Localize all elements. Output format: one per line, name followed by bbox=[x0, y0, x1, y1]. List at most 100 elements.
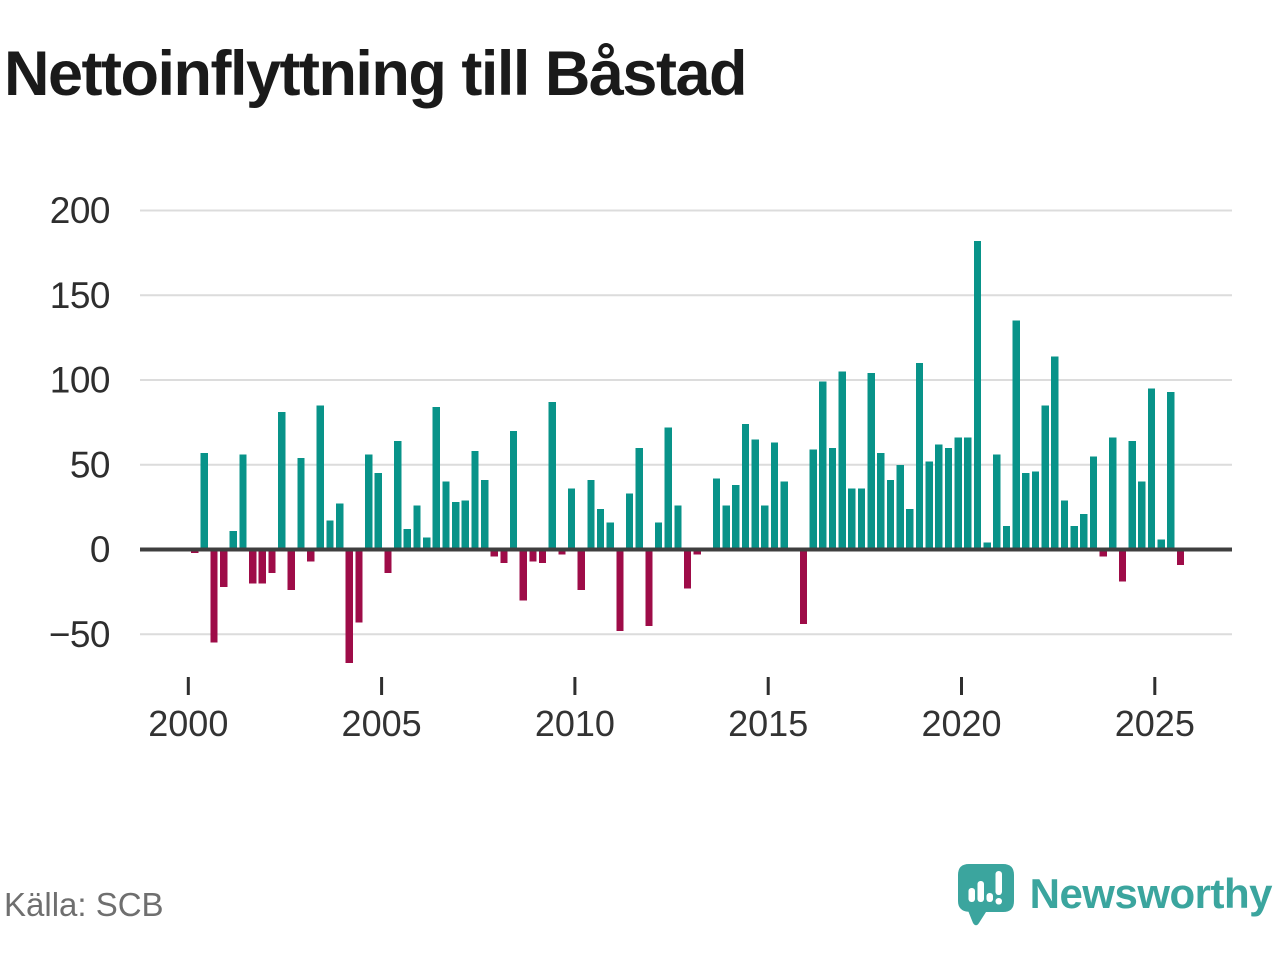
bar bbox=[248, 549, 257, 584]
bar bbox=[490, 549, 498, 557]
bar bbox=[200, 452, 208, 550]
bar bbox=[732, 485, 740, 550]
y-axis-label: 50 bbox=[70, 444, 110, 485]
bar bbox=[422, 537, 431, 550]
bar bbox=[335, 503, 344, 550]
bar-chart: 200 150 100 50 0 −50 2000 2005 2010 2015 2020 2025 bbox=[49, 190, 1232, 744]
bar bbox=[345, 549, 353, 664]
bar bbox=[877, 452, 885, 550]
bar bbox=[480, 480, 489, 550]
bar bbox=[761, 505, 769, 550]
bar bbox=[654, 522, 663, 550]
bar bbox=[548, 402, 556, 550]
bar bbox=[838, 371, 846, 550]
bar bbox=[1080, 513, 1088, 550]
bar bbox=[635, 447, 643, 550]
bar bbox=[229, 530, 237, 550]
bar bbox=[857, 488, 866, 550]
x-axis-label: 2005 bbox=[342, 703, 422, 744]
bar bbox=[741, 424, 750, 550]
bar bbox=[935, 444, 943, 550]
bar bbox=[451, 502, 460, 550]
logo-bubble bbox=[957, 864, 1014, 926]
bar bbox=[1002, 525, 1011, 550]
chart-title: Nettoinflyttning till Båstad bbox=[4, 39, 747, 109]
bar bbox=[1099, 549, 1107, 557]
bar bbox=[596, 508, 605, 550]
bar bbox=[1051, 356, 1059, 550]
bar bbox=[558, 549, 566, 555]
bar bbox=[828, 447, 837, 550]
bar bbox=[799, 549, 808, 625]
bar bbox=[848, 488, 856, 550]
bar bbox=[964, 437, 972, 550]
bar bbox=[886, 480, 895, 550]
bar bbox=[1147, 388, 1156, 550]
bar bbox=[500, 549, 508, 564]
bar bbox=[413, 505, 421, 550]
bar bbox=[1041, 405, 1049, 550]
bar bbox=[1012, 320, 1020, 550]
bar bbox=[751, 439, 759, 550]
bar bbox=[1167, 391, 1175, 550]
y-axis-label: 100 bbox=[50, 360, 110, 401]
bar bbox=[393, 441, 402, 550]
bar bbox=[625, 493, 634, 550]
bar bbox=[403, 529, 411, 550]
bar bbox=[1070, 525, 1078, 550]
bar bbox=[809, 449, 817, 550]
bar bbox=[1089, 456, 1098, 550]
bar bbox=[277, 412, 286, 550]
bar bbox=[461, 500, 469, 550]
bar bbox=[529, 549, 537, 562]
bar bbox=[906, 508, 914, 550]
bar bbox=[258, 549, 266, 584]
bar bbox=[442, 481, 450, 550]
bar bbox=[567, 488, 576, 550]
bar bbox=[239, 454, 247, 550]
bar bbox=[915, 363, 924, 550]
x-axis-label: 2010 bbox=[535, 703, 615, 744]
bar bbox=[326, 520, 334, 550]
bar bbox=[471, 451, 479, 550]
bar bbox=[355, 549, 363, 623]
x-axis-label: 2000 bbox=[148, 703, 228, 744]
bar bbox=[538, 549, 547, 564]
bar bbox=[1176, 549, 1185, 565]
bar bbox=[983, 542, 991, 550]
logo-bar-3 bbox=[986, 893, 993, 902]
bar bbox=[509, 430, 518, 550]
bar bbox=[374, 473, 382, 550]
bar bbox=[364, 454, 373, 550]
x-axis-label: 2025 bbox=[1115, 703, 1195, 744]
bar bbox=[674, 505, 682, 550]
logo-exclamation-dot bbox=[995, 898, 1002, 905]
x-axis-label: 2015 bbox=[728, 703, 808, 744]
y-axis-label: −50 bbox=[49, 614, 110, 655]
y-axis-label: 0 bbox=[90, 529, 110, 570]
logo-exclamation-stem bbox=[995, 871, 1002, 895]
bar bbox=[1157, 539, 1165, 550]
bar bbox=[268, 549, 276, 574]
bar bbox=[616, 549, 624, 631]
bar bbox=[664, 427, 672, 550]
bar bbox=[606, 522, 614, 550]
bar bbox=[306, 549, 315, 562]
bar bbox=[993, 454, 1001, 550]
source-label: Källa: SCB bbox=[4, 886, 164, 923]
bar bbox=[219, 549, 228, 587]
bar bbox=[210, 549, 218, 643]
bar bbox=[1060, 500, 1069, 550]
bar bbox=[1118, 549, 1127, 582]
bar bbox=[944, 447, 953, 550]
bar bbox=[770, 442, 779, 550]
newsworthy-logo-icon bbox=[957, 864, 1014, 926]
x-axis-label: 2020 bbox=[921, 703, 1001, 744]
logo-bar-2 bbox=[977, 881, 984, 902]
bar bbox=[645, 549, 653, 626]
bar bbox=[297, 457, 305, 550]
bar bbox=[867, 373, 875, 550]
bar bbox=[925, 461, 933, 550]
bar bbox=[693, 549, 701, 555]
